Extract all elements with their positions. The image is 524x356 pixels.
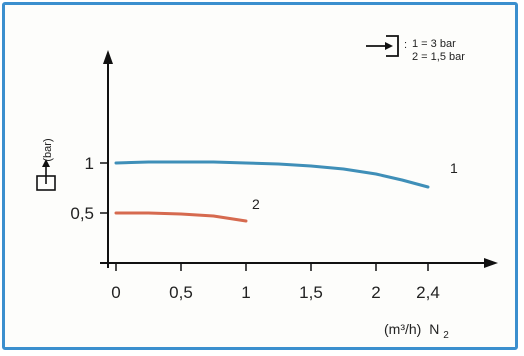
x-tick-group: 0 0,5 1 1,5 2 2,4 — [111, 263, 440, 302]
x-axis-label: (m³/h) N 2 — [384, 321, 449, 341]
x-tick-label: 2,4 — [416, 283, 440, 302]
y-axis-label-group: (bar) — [36, 138, 56, 191]
outlet-pressure-icon — [36, 159, 56, 191]
chart-frame — [2, 2, 518, 350]
legend-separator: : — [404, 39, 407, 51]
y-tick-group: 0,51 — [70, 154, 108, 223]
axes — [100, 50, 498, 268]
legend: : 1 = 3 bar 2 = 1,5 bar — [366, 35, 465, 63]
series-label-2: 2 — [252, 196, 260, 212]
x-tick-label: 0,5 — [169, 283, 193, 302]
series-line-2 — [114, 211, 248, 223]
series-line-1 — [114, 160, 430, 189]
y-tick-label: 1 — [85, 154, 94, 173]
legend-entry-2: 2 = 1,5 bar — [412, 51, 465, 63]
y-tick-label: 0,5 — [70, 204, 94, 223]
x-tick-label: 1 — [241, 283, 250, 302]
x-tick-label: 1,5 — [299, 283, 323, 302]
series-group: 12 — [114, 160, 458, 223]
y-axis-arrow — [103, 50, 113, 64]
inlet-pressure-icon — [366, 35, 399, 57]
legend-entry-1: 1 = 3 bar — [412, 38, 456, 50]
x-tick-label: 2 — [371, 283, 380, 302]
y-axis-label: (bar) — [42, 138, 54, 161]
x-tick-label: 0 — [111, 283, 120, 302]
x-axis-arrow — [484, 258, 498, 268]
series-label-1: 1 — [450, 160, 458, 176]
